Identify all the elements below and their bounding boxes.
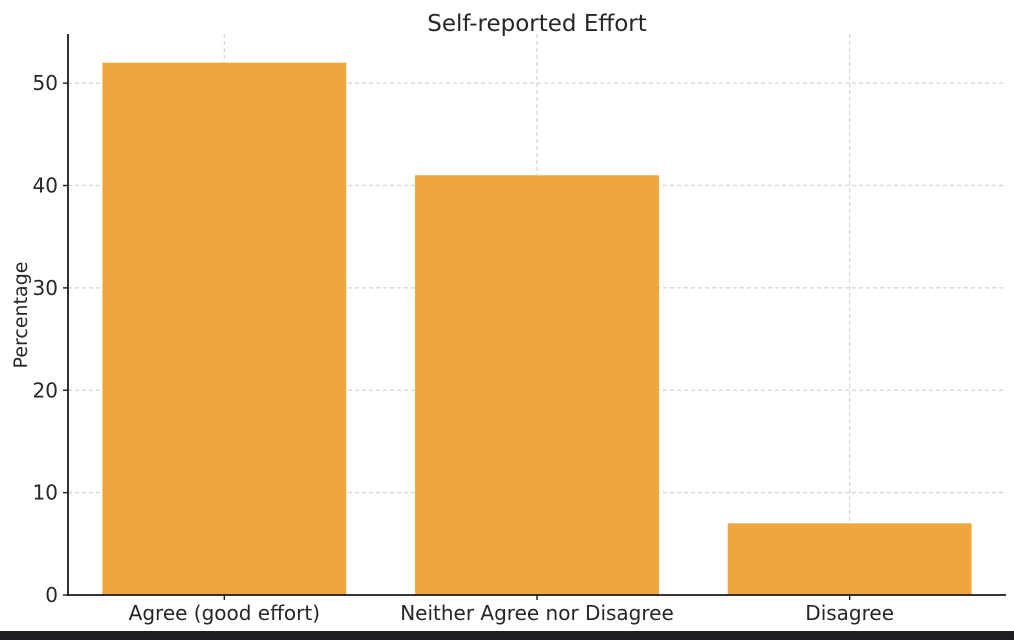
bar — [415, 175, 659, 595]
y-axis-label: Percentage — [10, 262, 32, 369]
chart-title: Self-reported Effort — [427, 11, 647, 37]
y-tick-label: 30 — [33, 276, 58, 300]
ticks-layer: 0 10 20 30 40 50 Agree (good effort) Neither Ag… — [33, 71, 894, 625]
y-tick-label: 40 — [33, 174, 58, 198]
bar — [102, 62, 347, 595]
y-tick-label: 20 — [33, 378, 58, 402]
x-tick-label: Neither Agree nor Disagree — [400, 601, 674, 625]
bars-layer — [102, 62, 972, 595]
x-tick-label: Disagree — [805, 601, 894, 625]
y-tick-label: 50 — [33, 71, 58, 95]
y-tick-label: 10 — [33, 481, 58, 505]
bottom-strip — [0, 631, 1014, 640]
y-tick-label: 0 — [45, 583, 58, 607]
bar — [727, 523, 972, 595]
x-tick-label: Agree (good effort) — [129, 601, 320, 625]
